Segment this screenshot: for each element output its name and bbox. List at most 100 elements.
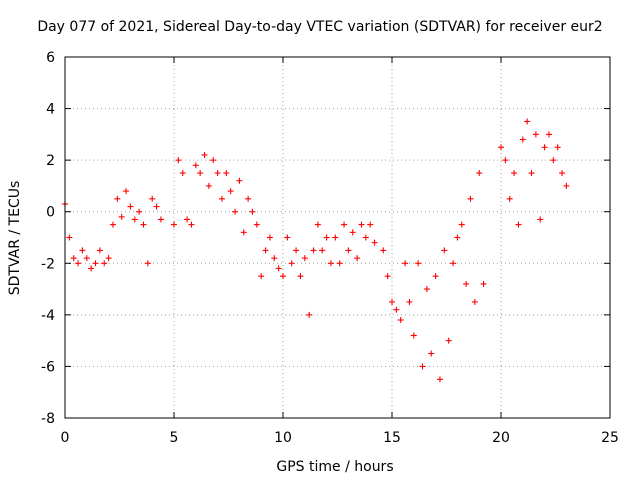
data-point: [349, 229, 356, 236]
data-point: [314, 221, 321, 228]
x-tick-label: 15: [383, 430, 401, 446]
data-point: [402, 260, 409, 267]
x-tick-label: 5: [170, 430, 179, 446]
data-point: [258, 273, 265, 280]
data-point: [463, 280, 470, 287]
data-point: [288, 260, 295, 267]
data-point: [341, 221, 348, 228]
data-point: [140, 221, 147, 228]
data-point: [559, 170, 566, 177]
data-point: [362, 234, 369, 241]
data-point: [354, 255, 361, 262]
data-point: [284, 234, 291, 241]
data-point: [550, 157, 557, 164]
data-point: [519, 136, 526, 143]
data-point: [175, 157, 182, 164]
data-point: [109, 221, 116, 228]
data-point: [184, 216, 191, 223]
data-point: [179, 170, 186, 177]
x-tick-label: 0: [61, 430, 70, 446]
data-point: [458, 221, 465, 228]
data-point: [476, 170, 483, 177]
data-point: [432, 273, 439, 280]
data-point: [450, 260, 457, 267]
data-point: [245, 195, 252, 202]
chart-title: Day 077 of 2021, Sidereal Day-to-day VTE…: [37, 19, 602, 35]
y-tick-label: 6: [46, 50, 55, 66]
data-point: [70, 255, 77, 262]
data-point: [410, 332, 417, 339]
data-point: [114, 195, 121, 202]
data-point: [293, 247, 300, 254]
data-point: [149, 195, 156, 202]
data-point: [537, 216, 544, 223]
data-point: [188, 221, 195, 228]
data-point: [262, 247, 269, 254]
data-point: [118, 213, 125, 220]
data-point: [153, 203, 160, 210]
data-point: [380, 247, 387, 254]
data-point: [397, 317, 404, 324]
data-point: [306, 311, 313, 318]
data-point: [423, 286, 430, 293]
data-point: [66, 234, 73, 241]
data-point: [136, 208, 143, 215]
data-point: [79, 247, 86, 254]
x-tick-label: 25: [601, 430, 619, 446]
y-tick-label: -6: [41, 359, 55, 375]
data-point: [249, 208, 256, 215]
data-point: [131, 216, 138, 223]
data-point: [563, 182, 570, 189]
data-point: [428, 350, 435, 357]
data-point: [236, 177, 243, 184]
data-point: [336, 260, 343, 267]
data-point: [210, 157, 217, 164]
data-point: [327, 260, 334, 267]
y-tick-label: -4: [41, 308, 55, 324]
x-axis-label: GPS time / hours: [276, 459, 393, 475]
data-point: [511, 170, 518, 177]
data-point: [415, 260, 422, 267]
data-point: [528, 170, 535, 177]
data-point: [310, 247, 317, 254]
data-point: [101, 260, 108, 267]
data-point: [197, 170, 204, 177]
data-point: [301, 255, 308, 262]
data-point: [384, 273, 391, 280]
data-point: [83, 255, 90, 262]
data-point: [201, 151, 208, 158]
data-point: [253, 221, 260, 228]
data-point: [192, 162, 199, 169]
data-point: [266, 234, 273, 241]
data-point: [127, 203, 134, 210]
data-point: [506, 195, 513, 202]
data-point: [371, 239, 378, 246]
data-point: [406, 298, 413, 305]
x-tick-label: 10: [274, 430, 292, 446]
data-point: [297, 273, 304, 280]
data-point: [232, 208, 239, 215]
y-axis-label: SDTVAR / TECUs: [7, 181, 23, 296]
data-point: [524, 118, 531, 125]
data-point: [545, 131, 552, 138]
y-tick-label: -8: [41, 411, 55, 427]
data-point: [471, 298, 478, 305]
data-point: [441, 247, 448, 254]
data-point: [541, 144, 548, 151]
data-point: [123, 188, 130, 195]
data-point: [96, 247, 103, 254]
data-point: [205, 182, 212, 189]
y-tick-label: 0: [46, 205, 55, 221]
data-point: [88, 265, 95, 272]
data-point: [319, 247, 326, 254]
data-point: [419, 363, 426, 370]
data-point: [532, 131, 539, 138]
data-point: [105, 255, 112, 262]
data-point: [502, 157, 509, 164]
data-point: [280, 273, 286, 280]
y-axis-ticks: -8 -6 -4 -2 0 2 4 6: [41, 50, 610, 427]
data-point: [223, 170, 230, 177]
data-point: [171, 221, 177, 228]
data-point: [214, 170, 221, 177]
